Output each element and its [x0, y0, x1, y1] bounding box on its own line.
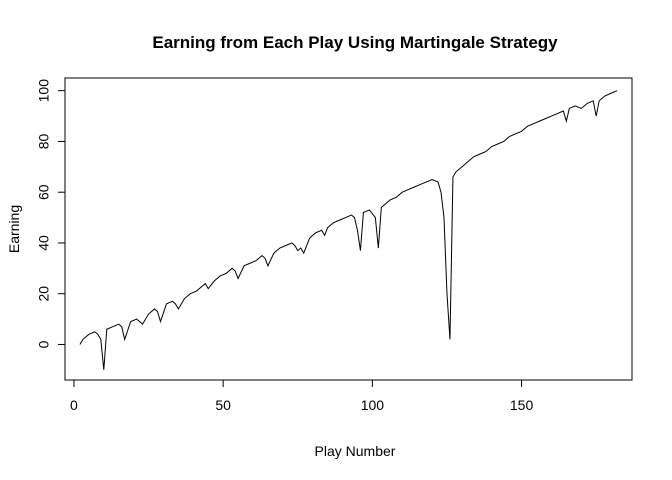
y-axis: 0 20 40 60 80 100 — [36, 79, 66, 348]
y-tick-label: 100 — [36, 79, 52, 103]
x-axis: 0 50 100 150 — [70, 379, 534, 413]
y-tick-label: 60 — [36, 184, 52, 200]
x-tick-label: 150 — [510, 397, 534, 413]
x-tick-label: 0 — [70, 397, 78, 413]
y-tick-label: 0 — [36, 340, 52, 348]
y-tick-label: 80 — [36, 133, 52, 149]
x-tick-label: 50 — [215, 397, 231, 413]
y-axis-label: Earning — [6, 205, 22, 253]
x-tick-label: 100 — [361, 397, 385, 413]
y-tick-label: 20 — [36, 286, 52, 302]
x-axis-label: Play Number — [315, 443, 396, 459]
chart-title: Earning from Each Play Using Martingale … — [152, 33, 558, 52]
y-tick-label: 40 — [36, 235, 52, 251]
plot-frame — [64, 77, 633, 381]
series-line-earning — [79, 90, 618, 370]
